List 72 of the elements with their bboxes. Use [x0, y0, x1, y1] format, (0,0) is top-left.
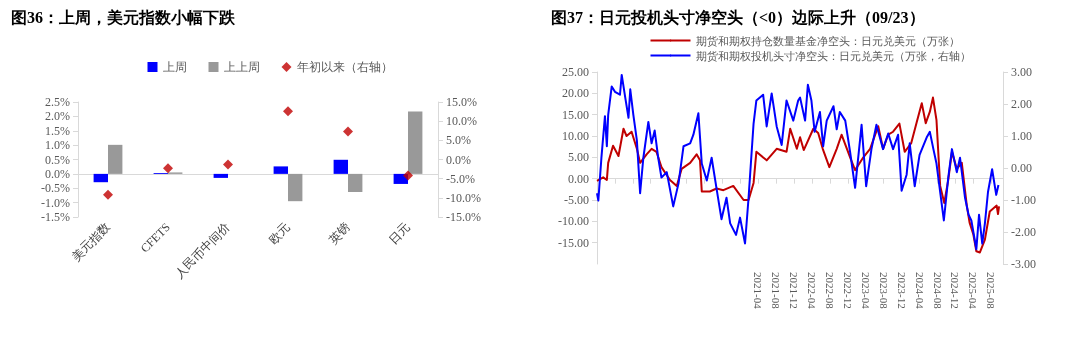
bar: [273, 166, 288, 174]
y-tick-label: 0.5%: [45, 152, 70, 167]
y2-tick-label: 2.00: [1011, 97, 1032, 111]
y-tick-label: 25.00: [562, 65, 589, 79]
x-tick-label: 英镑: [326, 220, 353, 247]
y-tick-label: 1.5%: [45, 123, 70, 138]
y-tick-label: 2.5%: [45, 95, 70, 109]
y2-tick-label: 5.0%: [446, 133, 471, 148]
chart-title: 图37：日元投机头寸净空头（<0）边际上升（09/23）: [551, 8, 925, 27]
point: [223, 159, 233, 170]
bar: [108, 144, 123, 174]
y-tick-label: -1.5%: [41, 210, 70, 224]
x-tick-label: 2021-08: [770, 272, 783, 310]
x-tick-label: 2023-08: [877, 272, 890, 310]
x-tick-label: 2025-04: [967, 272, 980, 310]
point: [403, 170, 413, 181]
y-tick-label: -10.00: [558, 214, 589, 229]
y-tick-label: 1.0%: [45, 138, 70, 153]
y2-tick-label: 10.0%: [446, 114, 477, 129]
legend-label: 年初以来（右轴）: [296, 60, 393, 74]
y2-tick-label: -5.0%: [446, 171, 475, 186]
legend-label: 期货和期权投机头寸净空头：日元兑美元（万张，右轴）: [695, 49, 971, 62]
x-tick-label: 日元: [386, 220, 413, 247]
y2-tick-label: 0.0%: [446, 152, 471, 167]
point: [343, 126, 353, 137]
bar: [333, 159, 348, 174]
bar: [213, 173, 228, 178]
y-tick-label: -5.00: [564, 193, 589, 207]
x-tick-label: 2022-04: [805, 272, 818, 310]
point: [103, 189, 113, 200]
y-tick-label: 0.00: [568, 171, 589, 186]
y-tick-label: -0.5%: [41, 181, 70, 196]
x-tick-label: 2024-12: [949, 272, 962, 309]
x-tick-label: 人民币中间价: [172, 220, 233, 281]
y2-tick-label: 3.00: [1011, 65, 1032, 79]
x-tick-label: 2021-04: [752, 272, 765, 310]
y-tick-label: 2.0%: [45, 109, 70, 124]
bar: [348, 173, 363, 192]
y2-tick-label: -1.00: [1011, 193, 1036, 207]
legend-label: 上上周: [223, 60, 260, 74]
bar: [288, 173, 303, 202]
bar: [408, 111, 423, 174]
y2-tick-label: -15.0%: [446, 210, 481, 224]
y2-tick-label: 0.00: [1011, 161, 1032, 175]
x-tick-label: 欧元: [266, 220, 293, 247]
point: [163, 163, 173, 174]
x-tick-label: 美元指数: [69, 220, 113, 264]
y-tick-label: 0.0%: [45, 166, 70, 181]
x-tick-label: 2025-08: [985, 272, 998, 310]
x-tick-label: 2023-12: [895, 272, 908, 309]
y-tick-label: 15.00: [562, 107, 589, 122]
y-tick-label: 10.00: [562, 129, 589, 143]
x-tick-label: 2023-04: [859, 272, 872, 310]
x-tick-label: 2022-12: [841, 272, 854, 309]
legend-label: 期货和期权持仓数量基金净空头：日元兑美元（万张）: [695, 34, 960, 47]
y2-tick-label: -2.00: [1011, 225, 1036, 239]
point: [283, 106, 293, 117]
x-tick-label: 2024-04: [913, 272, 926, 310]
legend-label: 上周: [162, 60, 187, 74]
y-tick-label: -15.00: [558, 235, 589, 250]
x-tick-label: 2024-08: [931, 272, 944, 310]
y2-tick-label: 1.00: [1011, 129, 1032, 143]
bar: [93, 173, 108, 183]
y2-tick-label: -10.0%: [446, 190, 481, 205]
y-tick-label: -1.0%: [41, 195, 70, 210]
x-tick-label: 2022-08: [823, 272, 836, 310]
y-tick-label: 5.00: [568, 150, 589, 165]
y2-tick-label: -3.00: [1011, 257, 1036, 271]
y2-tick-label: 15.0%: [446, 95, 477, 109]
y-tick-label: 20.00: [562, 86, 589, 101]
x-tick-label: 2021-12: [788, 272, 801, 309]
chart-title: 图36：上周，美元指数小幅下跌: [11, 7, 236, 26]
